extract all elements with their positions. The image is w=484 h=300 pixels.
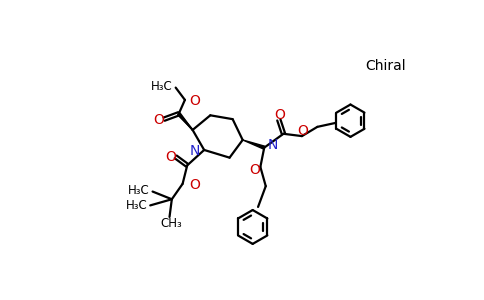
Text: CH₃: CH₃ (160, 217, 182, 230)
Text: O: O (189, 178, 199, 192)
Text: H₃C: H₃C (151, 80, 173, 93)
Text: Chiral: Chiral (365, 59, 406, 73)
Text: N: N (190, 144, 200, 158)
Text: O: O (249, 163, 259, 177)
Text: O: O (153, 113, 164, 127)
Polygon shape (242, 140, 265, 149)
Text: O: O (190, 94, 200, 108)
Text: O: O (274, 107, 285, 122)
Text: N: N (267, 138, 278, 152)
Text: H₃C: H₃C (125, 199, 147, 212)
Text: O: O (165, 150, 176, 164)
Text: H₃C: H₃C (128, 184, 150, 197)
Text: O: O (297, 124, 308, 138)
Polygon shape (178, 113, 193, 130)
